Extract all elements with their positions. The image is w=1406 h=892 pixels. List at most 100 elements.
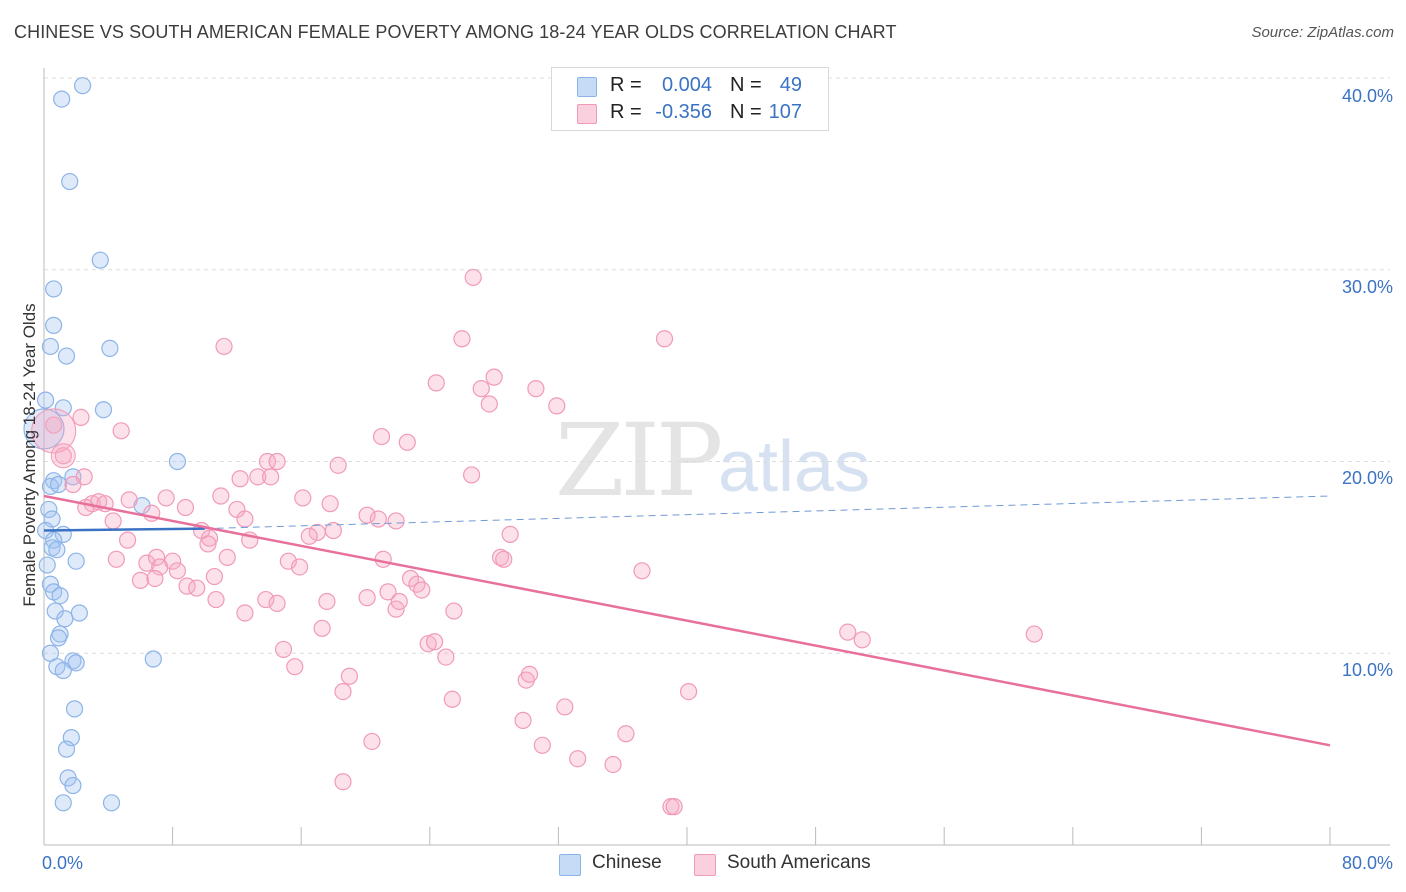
point-chinese: [49, 475, 68, 494]
point-south-americans: [853, 631, 871, 649]
point-chinese: [37, 391, 55, 409]
point-south-americans: [453, 330, 471, 348]
point-chinese: [67, 552, 85, 570]
point-south-americans: [274, 640, 293, 659]
point-south-americans: [340, 667, 359, 685]
stats-row-south-americans: R = -0.356 N = 107: [552, 101, 828, 127]
stats-row-chinese: R = 0.004 N = 49: [552, 74, 828, 100]
point-south-americans: [45, 416, 63, 434]
point-south-americans: [604, 755, 622, 774]
point-chinese: [54, 794, 72, 812]
stats-swatch-south-americans: [577, 104, 597, 124]
point-south-americans: [527, 380, 545, 398]
point-south-americans: [146, 569, 164, 588]
point-south-americans: [480, 395, 498, 413]
point-chinese: [168, 452, 187, 471]
y-tick-30: 30.0%: [1341, 277, 1393, 297]
stats-n-value: 49: [779, 74, 802, 96]
point-south-americans: [334, 682, 352, 701]
point-south-americans: [324, 521, 342, 540]
point-chinese: [94, 401, 113, 419]
point-chinese: [67, 654, 85, 672]
point-south-americans: [236, 604, 254, 622]
legend-label-chinese: Chinese: [592, 852, 662, 873]
point-south-americans: [164, 552, 182, 570]
point-south-americans: [321, 495, 339, 513]
point-south-americans: [633, 562, 651, 580]
stats-swatch-chinese: [577, 77, 597, 97]
point-south-americans: [236, 510, 254, 528]
point-south-americans: [655, 330, 674, 348]
point-south-americans: [413, 581, 431, 599]
x-tick-min: 0.0%: [42, 853, 84, 873]
point-chinese: [48, 541, 66, 559]
point-south-americans: [72, 408, 90, 426]
y-tick-40: 40.0%: [1341, 86, 1393, 106]
point-south-americans: [50, 443, 76, 469]
point-south-americans: [372, 427, 391, 446]
point-south-americans: [369, 510, 387, 528]
point-chinese: [54, 661, 72, 680]
point-south-americans: [118, 531, 137, 549]
stats-box: R = 0.004 N = 49 R = -0.356 N = 107: [551, 67, 829, 131]
y-tick-10: 10.0%: [1341, 660, 1393, 680]
point-south-americans: [556, 698, 574, 716]
point-chinese: [70, 604, 88, 622]
stats-n-label: N =: [730, 74, 762, 96]
point-south-americans: [472, 380, 490, 398]
point-chinese: [45, 280, 63, 298]
point-south-americans: [445, 602, 463, 620]
point-chinese: [40, 500, 58, 519]
point-south-americans: [112, 422, 130, 440]
point-south-americans: [231, 470, 249, 488]
stats-n-value: 107: [768, 101, 802, 123]
point-chinese: [102, 794, 121, 812]
point-south-americans: [617, 725, 635, 743]
point-south-americans: [334, 773, 352, 791]
point-south-americans: [464, 268, 482, 287]
point-south-americans: [839, 623, 857, 641]
point-south-americans: [268, 594, 286, 612]
point-south-americans: [104, 512, 122, 530]
point-chinese: [23, 408, 65, 450]
point-chinese: [65, 700, 84, 718]
point-south-americans: [363, 732, 381, 751]
point-south-americans: [548, 397, 566, 415]
point-south-americans: [249, 468, 267, 486]
point-chinese: [61, 172, 79, 191]
point-south-americans: [1025, 625, 1043, 643]
point-chinese: [51, 587, 69, 605]
point-chinese: [73, 77, 92, 95]
point-south-americans: [207, 590, 225, 609]
point-south-americans: [462, 466, 481, 484]
point-south-americans: [318, 592, 336, 611]
trendline-chinese-extension: [204, 495, 1331, 530]
point-chinese: [45, 316, 63, 334]
point-south-americans: [374, 550, 392, 568]
y-tick-20: 20.0%: [1341, 468, 1393, 488]
point-chinese: [49, 629, 68, 647]
point-chinese: [54, 399, 72, 417]
point-south-americans: [426, 633, 444, 651]
point-south-americans: [268, 452, 286, 471]
point-south-americans: [262, 468, 280, 486]
point-chinese: [53, 90, 71, 108]
watermark-atlas: atlas: [718, 427, 871, 507]
point-south-americans: [569, 750, 587, 768]
point-south-americans: [107, 550, 125, 568]
point-south-americans: [514, 711, 532, 729]
legend-swatch-south-americans: [694, 854, 716, 876]
point-south-americans: [533, 736, 551, 754]
point-south-americans: [147, 548, 166, 566]
point-south-americans: [358, 589, 376, 607]
point-south-americans: [680, 682, 698, 701]
point-south-americans: [188, 579, 206, 597]
point-chinese: [41, 337, 60, 356]
trendline-chinese: [43, 527, 205, 532]
point-south-americans: [401, 569, 420, 588]
point-south-americans: [218, 548, 236, 566]
stats-r-label: R =: [610, 74, 642, 96]
stats-n-label: N =: [730, 101, 762, 123]
point-south-americans: [286, 658, 304, 676]
